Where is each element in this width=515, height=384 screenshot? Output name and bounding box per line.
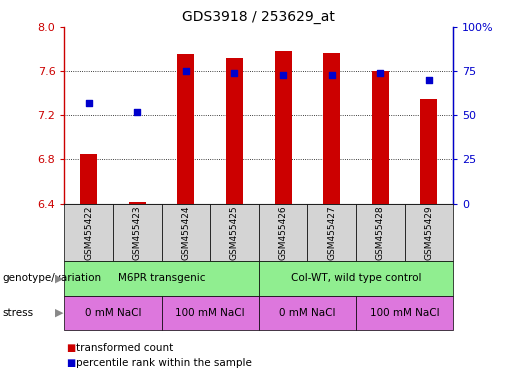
Bar [162, 296, 259, 330]
Text: GSM455428: GSM455428 [376, 205, 385, 260]
Bar [129, 202, 146, 204]
Bar [259, 296, 356, 330]
Bar [420, 99, 437, 204]
Text: ▶: ▶ [55, 308, 64, 318]
Title: GDS3918 / 253629_at: GDS3918 / 253629_at [182, 10, 335, 25]
Text: GSM455427: GSM455427 [327, 205, 336, 260]
Text: percentile rank within the sample: percentile rank within the sample [76, 358, 252, 368]
Text: stress: stress [3, 308, 33, 318]
Text: 0 mM NaCl: 0 mM NaCl [85, 308, 141, 318]
Text: Col-WT, wild type control: Col-WT, wild type control [291, 273, 421, 283]
Text: 100 mM NaCl: 100 mM NaCl [176, 308, 245, 318]
Text: GSM455422: GSM455422 [84, 205, 93, 260]
Text: transformed count: transformed count [76, 343, 174, 353]
Text: ■: ■ [66, 358, 75, 368]
Text: GSM455424: GSM455424 [181, 205, 191, 260]
Bar [372, 71, 389, 204]
Bar [64, 296, 162, 330]
Point [133, 109, 142, 115]
Text: GSM455429: GSM455429 [424, 205, 434, 260]
Bar [274, 51, 291, 204]
Text: genotype/variation: genotype/variation [3, 273, 101, 283]
Text: ■: ■ [66, 343, 75, 353]
Point [182, 68, 190, 74]
Point [425, 77, 433, 83]
Bar [405, 204, 453, 261]
Text: ▶: ▶ [55, 273, 64, 283]
Bar [64, 204, 113, 261]
Text: GSM455426: GSM455426 [279, 205, 287, 260]
Bar [210, 204, 259, 261]
Bar [259, 261, 453, 296]
Point [376, 70, 384, 76]
Text: 100 mM NaCl: 100 mM NaCl [370, 308, 439, 318]
Bar [113, 204, 162, 261]
Bar [80, 154, 97, 204]
Bar [177, 55, 194, 204]
Bar [259, 204, 307, 261]
Bar [323, 53, 340, 204]
Bar [356, 204, 405, 261]
Point [84, 100, 93, 106]
Bar [162, 204, 210, 261]
Bar [64, 261, 259, 296]
Point [230, 70, 238, 76]
Bar [356, 296, 453, 330]
Text: GSM455423: GSM455423 [133, 205, 142, 260]
Bar [226, 58, 243, 204]
Bar [307, 204, 356, 261]
Text: GSM455425: GSM455425 [230, 205, 239, 260]
Point [279, 71, 287, 78]
Text: M6PR transgenic: M6PR transgenic [118, 273, 205, 283]
Text: 0 mM NaCl: 0 mM NaCl [279, 308, 336, 318]
Point [328, 71, 336, 78]
